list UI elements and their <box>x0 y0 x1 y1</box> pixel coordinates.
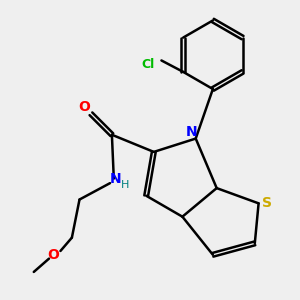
Text: O: O <box>47 248 59 262</box>
Text: H: H <box>121 180 129 190</box>
Text: N: N <box>185 125 197 139</box>
Text: Cl: Cl <box>142 58 155 71</box>
Text: O: O <box>79 100 90 114</box>
Text: S: S <box>262 196 272 210</box>
Text: N: N <box>110 172 122 186</box>
